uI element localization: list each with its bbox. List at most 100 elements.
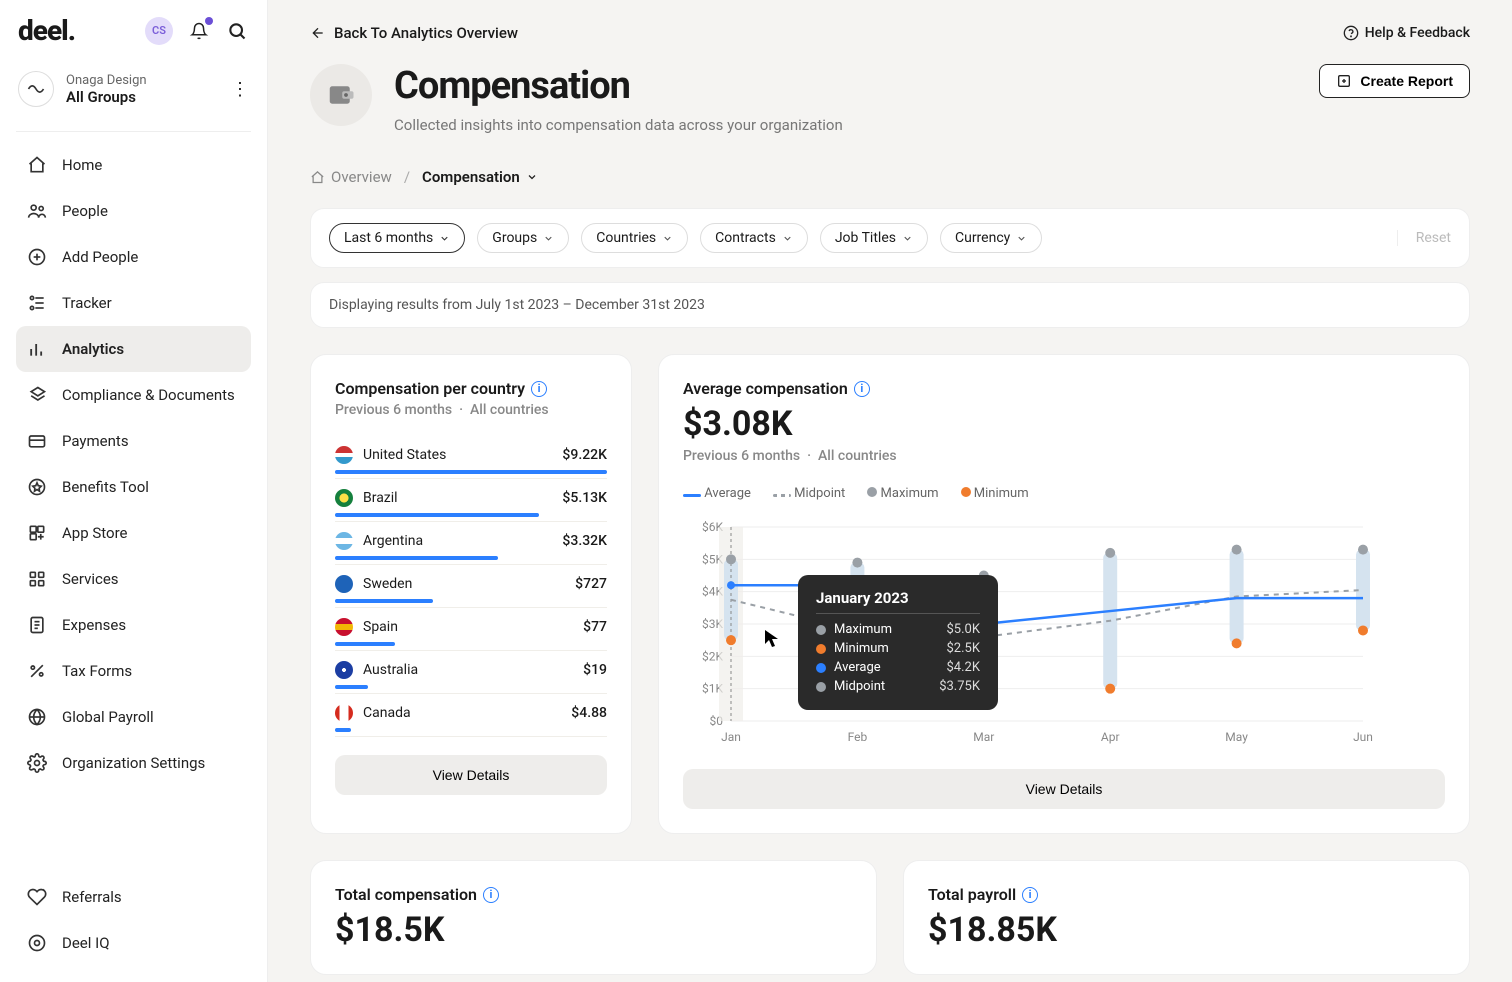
filter-countries[interactable]: Countries — [581, 223, 688, 253]
sidebar-item-analytics[interactable]: Analytics — [16, 326, 251, 372]
filter-groups[interactable]: Groups — [477, 223, 569, 253]
help-link[interactable]: Help & Feedback — [1343, 25, 1470, 41]
country-row: Sweden$727 — [335, 565, 607, 608]
avg-big-value: $3.08K — [683, 404, 1445, 444]
chart-tooltip: January 2023 Maximum$5.0KMinimum$2.5KAve… — [798, 575, 998, 710]
card-average-compensation: Average compensationi $3.08K Previous 6 … — [658, 354, 1470, 834]
country-value: $4.88 — [571, 705, 607, 721]
create-report-button[interactable]: Create Report — [1319, 64, 1470, 98]
sidebar-item-payments[interactable]: Payments — [16, 418, 251, 464]
country-row: Brazil $5.13K — [335, 479, 607, 522]
breadcrumb: Overview / Compensation — [310, 168, 1470, 186]
sidebar-item-tax-forms[interactable]: Tax Forms — [16, 648, 251, 694]
sidebar-item-add-people[interactable]: Add People — [16, 234, 251, 280]
sidebar-item-global-payroll[interactable]: Global Payroll — [16, 694, 251, 740]
chart-legend: Average Midpoint Maximum Minimum — [683, 486, 1445, 501]
org-name: Onaga Design — [66, 73, 147, 88]
sidebar-item-referrals[interactable]: Referrals — [16, 874, 251, 920]
page-subtitle: Collected insights into compensation dat… — [394, 116, 843, 134]
nav-icon — [26, 292, 48, 314]
sidebar-item-deel-iq[interactable]: Deel IQ — [16, 920, 251, 966]
nav-icon — [26, 752, 48, 774]
total-comp-value: $18.5K — [335, 910, 852, 950]
crumb-overview[interactable]: Overview — [310, 168, 392, 186]
reset-button[interactable]: Reset — [1397, 230, 1451, 246]
country-value: $77 — [583, 619, 607, 635]
country-row: Canada $4.88 — [335, 694, 607, 737]
page-title: Compensation — [394, 64, 843, 108]
country-name: Argentina — [363, 533, 423, 549]
filter-time[interactable]: Last 6 months — [329, 223, 465, 253]
flag-icon — [335, 575, 353, 593]
country-name: Canada — [363, 705, 411, 721]
org-icon — [18, 71, 54, 107]
notifications-icon[interactable] — [187, 19, 211, 43]
info-icon[interactable]: i — [531, 381, 547, 397]
svg-text:May: May — [1225, 730, 1248, 744]
org-menu-icon[interactable]: ⋮ — [231, 79, 249, 100]
back-link[interactable]: Back To Analytics Overview — [310, 24, 518, 42]
nav-icon — [26, 200, 48, 222]
info-icon[interactable]: i — [854, 381, 870, 397]
country-name: Spain — [363, 619, 398, 635]
nav-icon — [26, 430, 48, 452]
view-details-button[interactable]: View Details — [335, 755, 607, 795]
logo: deel. — [18, 14, 75, 47]
flag-icon — [335, 446, 353, 464]
sidebar-item-services[interactable]: Services — [16, 556, 251, 602]
filter-contracts[interactable]: Contracts — [700, 223, 808, 253]
card-compensation-per-country: Compensation per countryi Previous 6 mon… — [310, 354, 632, 834]
view-details-button[interactable]: View Details — [683, 769, 1445, 809]
flag-icon — [335, 532, 353, 550]
country-value: $9.22K — [562, 447, 607, 463]
sidebar-item-tracker[interactable]: Tracker — [16, 280, 251, 326]
sidebar: deel. CS Onaga Design All Groups ⋮ HomeP… — [0, 0, 268, 982]
info-icon[interactable]: i — [483, 887, 499, 903]
nav-icon — [26, 522, 48, 544]
user-badge[interactable]: CS — [145, 17, 173, 45]
nav-icon — [26, 246, 48, 268]
nav-icon — [26, 338, 48, 360]
nav-icon — [26, 660, 48, 682]
svg-text:Mar: Mar — [973, 730, 994, 744]
flag-icon — [335, 618, 353, 636]
country-row: United States$9.22K — [335, 436, 607, 479]
nav-icon — [26, 706, 48, 728]
sidebar-item-compliance-documents[interactable]: Compliance & Documents — [16, 372, 251, 418]
search-icon[interactable] — [225, 19, 249, 43]
svg-text:Jan: Jan — [721, 730, 741, 744]
page-icon — [310, 64, 372, 126]
country-value: $5.13K — [562, 490, 607, 506]
crumb-current[interactable]: Compensation — [422, 168, 538, 186]
org-selector[interactable]: Onaga Design All Groups ⋮ — [0, 61, 267, 117]
country-row: Australia$19 — [335, 651, 607, 694]
country-name: Sweden — [363, 576, 412, 592]
nav-icon — [26, 154, 48, 176]
svg-text:Feb: Feb — [848, 730, 868, 744]
country-row: Spain $77 — [335, 608, 607, 651]
filter-job-titles[interactable]: Job Titles — [820, 223, 928, 253]
svg-text:Jun: Jun — [1353, 730, 1373, 744]
total-pay-value: $18.85K — [928, 910, 1445, 950]
sidebar-top: deel. CS — [0, 0, 267, 61]
info-icon[interactable]: i — [1022, 887, 1038, 903]
sidebar-item-expenses[interactable]: Expenses — [16, 602, 251, 648]
nav-icon — [26, 568, 48, 590]
country-value: $3.32K — [562, 533, 607, 549]
filters: Last 6 months Groups Countries Contracts Jo… — [310, 208, 1470, 268]
nav: HomePeopleAdd PeopleTrackerAnalyticsComp… — [0, 125, 267, 874]
sidebar-item-organization-settings[interactable]: Organization Settings — [16, 740, 251, 786]
country-name: Australia — [363, 662, 418, 678]
card-total-payroll: Total payrolli $18.85K — [903, 860, 1470, 975]
main: Back To Analytics Overview Help & Feedba… — [268, 0, 1512, 982]
sidebar-item-people[interactable]: People — [16, 188, 251, 234]
sidebar-item-benefits-tool[interactable]: Benefits Tool — [16, 464, 251, 510]
country-name: Brazil — [363, 490, 398, 506]
flag-icon — [335, 661, 353, 679]
nav-bottom: ReferralsDeel IQ — [0, 874, 267, 982]
filter-currency[interactable]: Currency — [940, 223, 1042, 253]
svg-text:Apr: Apr — [1101, 730, 1120, 744]
nav-icon — [26, 384, 48, 406]
sidebar-item-app-store[interactable]: App Store — [16, 510, 251, 556]
sidebar-item-home[interactable]: Home — [16, 142, 251, 188]
